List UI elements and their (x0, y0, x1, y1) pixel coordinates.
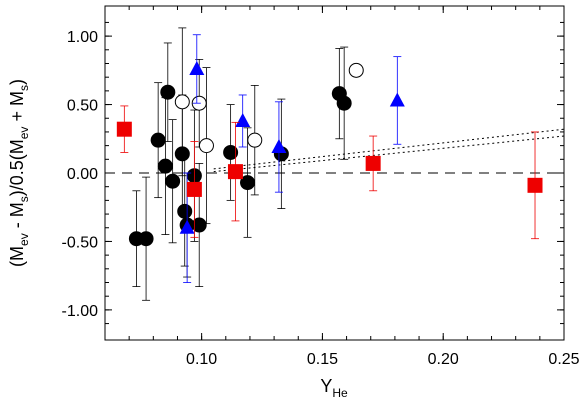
data-point-filled-circle (138, 231, 154, 247)
y-tick-label: -0.50 (62, 234, 99, 251)
tick-labels: 0.10 0.15 0.20 0.25 1.00 0.50 0.00 -0.50 -1.00 (62, 29, 580, 368)
y-axis-label-sub1: ev (17, 233, 31, 246)
dotted-fit-line (213, 128, 565, 170)
y-tick-label: 0.00 (67, 166, 98, 183)
data-point-square (527, 177, 543, 193)
data-point-triangle (189, 60, 205, 75)
x-tick-label: 0.10 (186, 351, 217, 368)
x-tick-label: 0.15 (307, 351, 338, 368)
data-point-triangle (235, 112, 251, 127)
data-point-filled-circle (177, 203, 193, 219)
x-tick-label: 0.25 (548, 351, 579, 368)
y-axis-label-sub4: s (17, 85, 31, 91)
data-point-filled-circle (165, 173, 181, 189)
y-axis-label-part5: ) (7, 79, 27, 85)
y-axis-label: (Mev - Ms)/0.5(Mev + Ms) (7, 79, 31, 267)
y-axis-label-part3: )/0.5(M (7, 139, 27, 196)
dotted-fit-line (213, 135, 565, 173)
data-point-filled-circle (157, 158, 173, 174)
data-point-square (116, 121, 132, 137)
y-tick-label: -1.00 (62, 303, 99, 320)
data-points (116, 27, 543, 301)
fit-lines (213, 128, 565, 173)
data-point-filled-circle (336, 95, 352, 111)
y-axis-label-part1: (M (7, 246, 27, 267)
y-axis-label-part4: + M (7, 91, 27, 127)
y-tick-label: 0.50 (67, 98, 98, 115)
y-tick-label: 1.00 (67, 29, 98, 46)
axis-ticks (105, 6, 565, 340)
data-point-filled-circle (191, 217, 207, 233)
data-point-filled-circle (150, 132, 166, 148)
x-axis-label-sub: He (332, 386, 348, 400)
data-point-filled-circle (223, 144, 239, 160)
series-square (116, 105, 543, 240)
data-point-filled-circle (240, 175, 256, 191)
x-axis-label: YHe (320, 376, 348, 400)
data-point-open-circle (348, 62, 364, 78)
series-open-circle (174, 27, 364, 225)
y-axis-label-sub3: ev (17, 127, 31, 140)
data-point-open-circle (247, 132, 263, 148)
data-point-triangle (179, 219, 195, 234)
y-axis-label-sub2: s (17, 196, 31, 202)
series-triangle (179, 34, 405, 283)
data-point-triangle (271, 138, 287, 153)
data-point-open-circle (174, 94, 190, 110)
x-axis-label-main: Y (320, 376, 332, 396)
data-point-square (186, 181, 202, 197)
y-axis-label-part2: - M (7, 202, 27, 233)
x-tick-label: 0.20 (428, 351, 459, 368)
data-point-square (365, 155, 381, 171)
data-point-triangle (389, 92, 405, 107)
data-point-filled-circle (160, 84, 176, 100)
data-point-square (227, 164, 243, 180)
data-point-open-circle (198, 138, 214, 154)
